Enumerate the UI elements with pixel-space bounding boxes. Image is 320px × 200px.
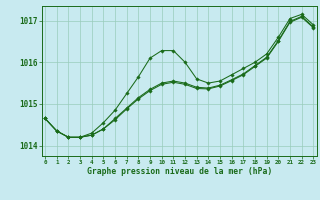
X-axis label: Graphe pression niveau de la mer (hPa): Graphe pression niveau de la mer (hPa)	[87, 167, 272, 176]
